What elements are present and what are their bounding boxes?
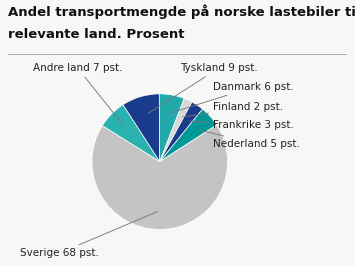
Wedge shape <box>123 94 160 162</box>
Wedge shape <box>160 109 217 162</box>
Text: Andel transportmengde på norske lastebiler til/fra: Andel transportmengde på norske lastebil… <box>8 4 355 19</box>
Text: relevante land. Prosent: relevante land. Prosent <box>8 28 184 41</box>
Text: Danmark 6 pst.: Danmark 6 pst. <box>171 82 293 113</box>
Text: Tyskland 9 pst.: Tyskland 9 pst. <box>148 63 258 113</box>
Text: Finland 2 pst.: Finland 2 pst. <box>183 102 283 117</box>
Text: Andre land 7 pst.: Andre land 7 pst. <box>33 63 123 125</box>
Text: Frankrike 3 pst.: Frankrike 3 pst. <box>190 120 294 130</box>
Text: Sverige 68 pst.: Sverige 68 pst. <box>20 211 158 258</box>
Text: Nederland 5 pst.: Nederland 5 pst. <box>199 130 300 149</box>
Wedge shape <box>159 94 184 162</box>
Wedge shape <box>102 105 160 162</box>
Wedge shape <box>160 102 203 162</box>
Wedge shape <box>92 125 228 230</box>
Wedge shape <box>160 98 192 162</box>
